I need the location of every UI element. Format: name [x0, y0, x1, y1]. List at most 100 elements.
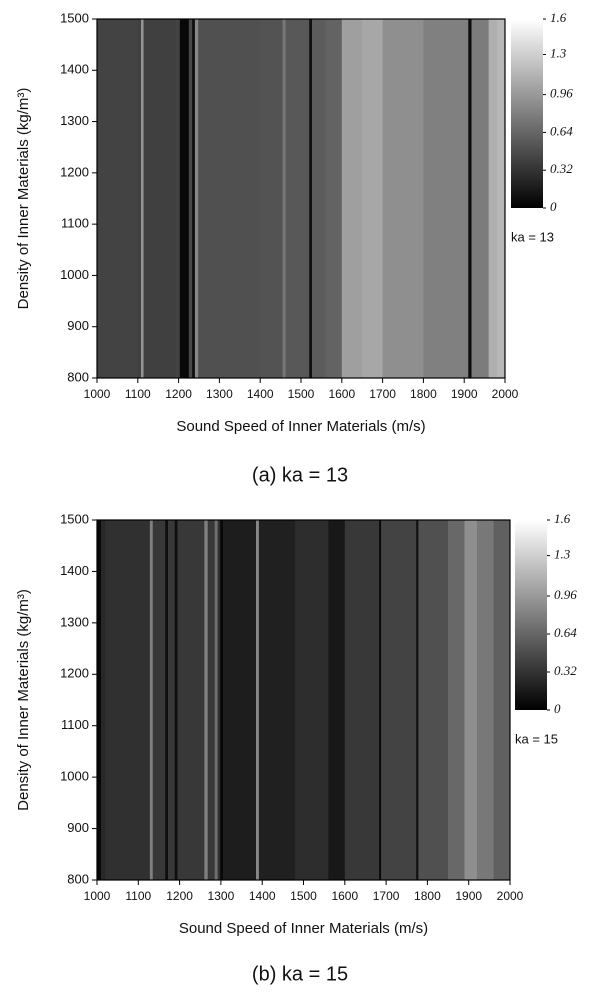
heatmap-cell [143, 19, 177, 378]
heatmap-cell [97, 19, 139, 378]
x-axis-label: Sound Speed of Inner Materials (m/s) [176, 418, 425, 435]
heatmap-cell [192, 19, 196, 378]
heatmap-cell [260, 19, 283, 378]
x-tick-label: 1100 [125, 889, 151, 903]
heatmap-cell [423, 19, 469, 378]
x-tick-label: 1000 [84, 889, 111, 903]
heatmap-cell [468, 19, 472, 378]
heatmap-cell [282, 19, 286, 378]
heatmap-cell [137, 19, 142, 378]
y-tick-label: 1400 [60, 62, 89, 77]
heatmap-cell [101, 520, 106, 880]
heatmap-cell [165, 520, 169, 880]
heatmap-cell [179, 19, 190, 378]
colorbar-label: ka = 13 [511, 229, 554, 244]
x-tick-label: 1300 [206, 387, 233, 401]
colorbar-tick-label: 0.32 [554, 663, 577, 678]
heatmap-cell [174, 520, 178, 880]
y-tick-label: 800 [67, 369, 89, 384]
heatmap-cell [152, 520, 166, 880]
y-tick-label: 1400 [60, 563, 89, 578]
colorbar-label: ka = 15 [515, 731, 558, 746]
heatmap-cell [222, 520, 257, 880]
caption: (b) ka = 15 [252, 963, 348, 985]
y-axis-label: Density of Inner Materials (kg/m³) [15, 88, 32, 310]
y-tick-label: 1500 [60, 511, 89, 526]
y-axis-label: Density of Inner Materials (kg/m³) [15, 589, 32, 811]
heatmap-cell [262, 520, 296, 880]
heatmap-cell [312, 19, 326, 378]
colorbar-tick-label: 0 [554, 701, 561, 716]
y-tick-label: 1300 [60, 113, 89, 128]
heatmap-cell [344, 520, 380, 880]
heatmap-cell [325, 19, 343, 378]
heatmap-cell [496, 19, 506, 378]
heatmap-cell [381, 520, 417, 880]
heatmap-cell [97, 520, 102, 880]
x-tick-label: 1900 [455, 889, 482, 903]
heatmap-cell [418, 520, 449, 880]
colorbar-tick-label: 0.96 [550, 86, 573, 101]
colorbar [515, 520, 547, 710]
colorbar-tick-label: 0.96 [554, 587, 577, 602]
heatmap-cell [471, 19, 489, 378]
heatmap-cell [204, 520, 208, 880]
x-tick-label: 1200 [165, 387, 192, 401]
y-tick-label: 900 [67, 820, 89, 835]
colorbar-tick-label: 0.64 [554, 625, 577, 640]
x-axis-label: Sound Speed of Inner Materials (m/s) [179, 920, 428, 937]
heatmap-cell [328, 520, 346, 880]
heatmap-cell [168, 520, 175, 880]
x-tick-label: 1800 [410, 387, 437, 401]
heatmap-cell [176, 19, 181, 378]
heatmap-cell [141, 19, 144, 378]
heatmap-cell [217, 520, 221, 880]
heatmap-cell [295, 520, 329, 880]
x-tick-label: 1500 [290, 889, 317, 903]
x-tick-label: 1700 [369, 387, 396, 401]
x-tick-label: 1400 [249, 889, 276, 903]
caption: (a) ka = 13 [252, 464, 348, 486]
heatmap-cell [476, 520, 494, 880]
colorbar-tick-label: 1.6 [550, 10, 567, 25]
y-tick-label: 1200 [60, 164, 89, 179]
colorbar-tick-label: 1.6 [554, 511, 571, 526]
heatmap-cell [105, 520, 151, 880]
x-tick-label: 1800 [414, 889, 441, 903]
heatmap-cell [488, 19, 498, 378]
heatmap-cell [448, 520, 465, 880]
heatmap-cell [416, 520, 419, 880]
heatmap-cell [188, 19, 193, 378]
heatmap-cell [207, 520, 216, 880]
heatmap-cell [256, 520, 260, 880]
heatmap-cell [149, 520, 154, 880]
heatmap-cell [309, 19, 313, 378]
y-tick-label: 1000 [60, 267, 89, 282]
y-tick-label: 1200 [60, 666, 89, 681]
heatmap-cell [362, 19, 383, 378]
y-tick-label: 1100 [61, 216, 89, 231]
heatmap-cell [341, 19, 363, 378]
x-tick-label: 1200 [166, 889, 193, 903]
heatmap-cell [214, 520, 218, 880]
heatmap-cell [258, 520, 263, 880]
heatmap-cell [194, 19, 199, 378]
x-tick-label: 1100 [125, 387, 151, 401]
colorbar [511, 19, 543, 208]
heatmap-cell [382, 19, 424, 378]
colorbar-tick-label: 0.32 [550, 161, 573, 176]
x-tick-label: 2000 [492, 387, 519, 401]
y-tick-label: 1100 [61, 717, 89, 732]
heatmap-cell [493, 520, 511, 880]
heatmap-cell [379, 520, 382, 880]
heatmap-cell [177, 520, 205, 880]
x-tick-label: 1400 [247, 387, 274, 401]
x-tick-label: 1600 [331, 889, 358, 903]
x-tick-label: 1700 [373, 889, 400, 903]
x-tick-label: 1500 [288, 387, 315, 401]
colorbar-tick-label: 0 [550, 199, 557, 214]
colorbar-tick-label: 1.3 [550, 45, 567, 60]
heatmap-cell [198, 19, 220, 378]
